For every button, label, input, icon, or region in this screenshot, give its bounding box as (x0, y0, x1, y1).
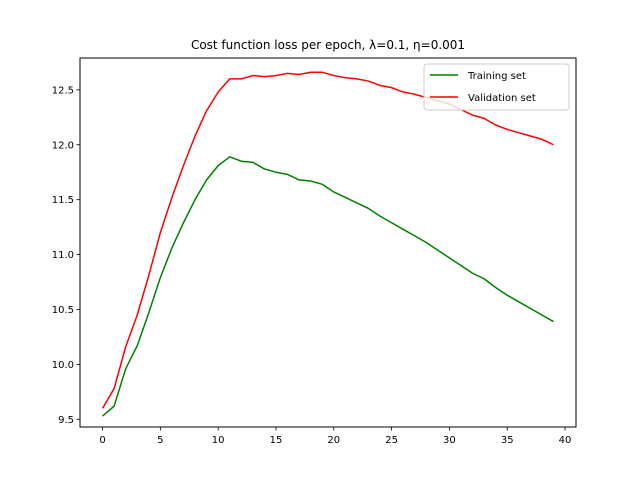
y-tick-label: 12.5 (52, 85, 74, 96)
x-tick-label: 20 (327, 435, 340, 446)
series-line-1 (102, 156, 554, 417)
legend-label: Validation set (468, 93, 536, 104)
legend-box (423, 63, 570, 111)
x-tick-label: 25 (385, 435, 398, 446)
x-tick-label: 35 (501, 435, 514, 446)
series-line-2 (101, 71, 554, 409)
x-axis: 0 5 10 15 20 25 30 35 40 (99, 427, 571, 446)
plot-frame (79, 57, 577, 428)
y-tick-label: 10.0 (52, 360, 74, 371)
chart-title: Cost function loss per epoch, λ=0.1, η=0… (191, 38, 465, 52)
y-axis: 9.5 10.0 10.5 11.0 11.5 12.0 12.5 (52, 85, 80, 426)
x-tick-label: 5 (157, 435, 163, 446)
plot-lines (101, 71, 554, 417)
x-tick-label: 15 (270, 435, 283, 446)
x-tick-label: 40 (559, 435, 572, 446)
y-tick-label: 11.5 (52, 195, 74, 206)
legend: Training set Validation set (423, 63, 570, 111)
y-tick-label: 11.0 (52, 250, 74, 261)
legend-label: Training set (467, 71, 526, 82)
y-tick-label: 9.5 (58, 415, 74, 426)
y-tick-label: 12.0 (52, 140, 74, 151)
x-tick-label: 30 (443, 435, 456, 446)
y-tick-label: 10.5 (52, 305, 74, 316)
x-tick-label: 10 (212, 435, 225, 446)
x-tick-label: 0 (99, 435, 105, 446)
